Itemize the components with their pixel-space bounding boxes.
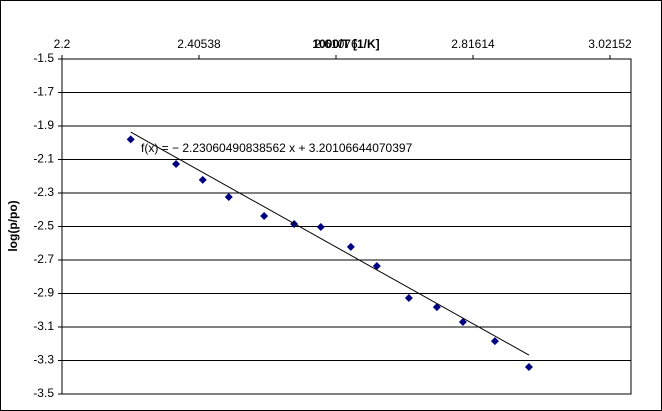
trendline-label: f(x) = − 2.23060490838562 x + 3.20106644…: [141, 141, 413, 155]
y-tick-label: -2.3: [33, 185, 54, 199]
y-tick-label: -3.5: [33, 386, 54, 400]
trendline: [130, 131, 530, 356]
x-axis-title: 1000/T [1/K]: [312, 37, 379, 51]
y-tick-label: -3.3: [33, 353, 54, 367]
y-tick-label: -2.5: [33, 219, 54, 233]
data-point: [524, 363, 533, 372]
x-tick-label: 2.2: [54, 37, 71, 51]
x-tick-label: 3.02152: [588, 37, 632, 51]
data-point: [126, 135, 135, 144]
data-point: [346, 242, 355, 251]
data-point: [372, 262, 381, 271]
y-tick-label: -1.7: [33, 85, 54, 99]
y-tick-label: -2.9: [33, 286, 54, 300]
data-point: [316, 223, 325, 232]
x-tick-label: 2.40538: [177, 37, 221, 51]
y-tick-label: -1.5: [33, 51, 54, 65]
y-tick-label: -3.1: [33, 319, 54, 333]
data-point: [458, 317, 467, 326]
data-point: [260, 211, 269, 220]
data-point: [172, 160, 181, 169]
y-tick-label: -2.1: [33, 152, 54, 166]
y-tick-label: -1.9: [33, 118, 54, 132]
data-point: [224, 193, 233, 202]
x-tick-label: 2.81614: [451, 37, 495, 51]
data-point: [198, 175, 207, 184]
data-point: [490, 337, 499, 346]
y-axis-title: log(p/po): [6, 200, 20, 251]
y-tick-label: -2.7: [33, 252, 54, 266]
x-tick-label: 2.61076: [314, 37, 358, 51]
data-point: [404, 294, 413, 303]
